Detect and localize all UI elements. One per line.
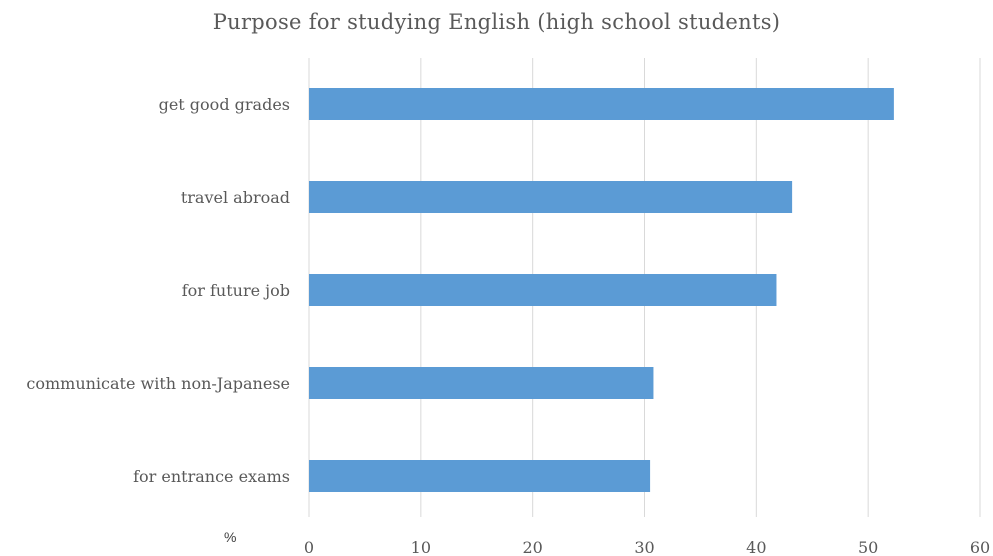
x-tick-label: 20: [522, 538, 542, 556]
x-tick-label: 0: [304, 538, 314, 556]
x-tick-label: 60: [970, 538, 990, 556]
x-tick-label: 30: [634, 538, 654, 556]
category-label: for entrance exams: [133, 467, 290, 486]
x-tick-label: 50: [858, 538, 878, 556]
bar: [309, 367, 654, 399]
bar: [309, 181, 793, 213]
category-label: for future job: [182, 281, 290, 300]
chart-title: Purpose for studying English (high schoo…: [212, 10, 781, 34]
x-tick-label: 10: [411, 538, 431, 556]
x-tick-label: 40: [746, 538, 766, 556]
category-label: get good grades: [159, 95, 290, 114]
category-label: travel abroad: [181, 188, 290, 207]
bar: [309, 88, 894, 120]
x-axis-unit-label: %: [224, 529, 237, 545]
bar: [309, 460, 651, 492]
category-label: communicate with non-Japanese: [26, 374, 290, 393]
bar: [309, 274, 777, 306]
